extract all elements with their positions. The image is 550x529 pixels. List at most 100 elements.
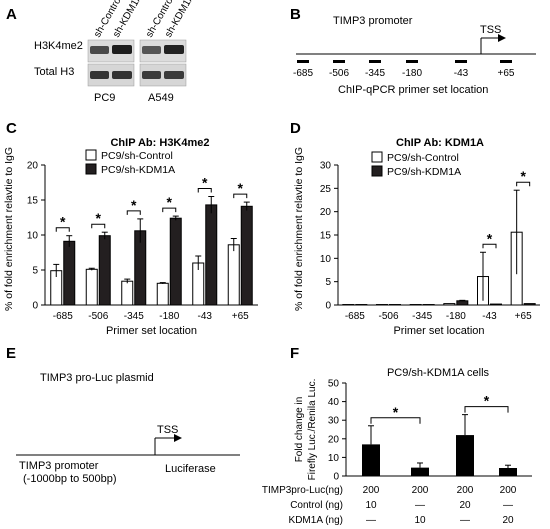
primer-marker (500, 60, 512, 63)
panel-e-plasmid-map: E TIMP3 pro-Luc plasmid TSS TIMP3 promot… (6, 345, 240, 485)
blot-band (164, 71, 184, 79)
bar-sh-control (227, 244, 240, 306)
primer-position-label: -180 (402, 68, 422, 79)
condition-cell: 10 (414, 515, 426, 526)
condition-cell: — (460, 515, 470, 526)
bar-sh-kdm1a (240, 205, 253, 306)
legend-label: PC9/sh-Control (101, 150, 173, 162)
blot-image-a549-total-h3 (139, 63, 187, 87)
legend-swatch (85, 149, 97, 161)
bar-luciferase (362, 444, 380, 476)
condition-cell: — (503, 500, 513, 511)
significance-bracket (55, 227, 70, 232)
chart-f: PC9/sh-KDM1A cells 0 10 20 30 40 50 Fold change… (294, 367, 532, 483)
x-axis-label: Primer set location (393, 325, 484, 337)
significance-star: * (131, 197, 137, 213)
significance-star: * (202, 175, 208, 191)
primer-marker (455, 60, 467, 63)
bar-sh-kdm1a (63, 240, 76, 306)
y-tick-label: 15 (27, 196, 39, 207)
x-tick-label: -43 (198, 311, 213, 322)
promoter-title: TIMP3 promoter (333, 15, 413, 27)
legend-swatch (85, 163, 97, 175)
blot-band (90, 71, 109, 79)
condition-cell: 200 (457, 485, 474, 496)
condition-cell: 10 (365, 500, 377, 511)
panel-a-letter: A (6, 6, 17, 23)
blot-cell-line-a549: A549 (148, 92, 174, 104)
y-tick-label: 20 (320, 207, 332, 218)
y-tick-label: 15 (320, 231, 332, 242)
significance-star: * (167, 194, 173, 210)
significance-star: * (60, 214, 66, 230)
significance-bracket (197, 188, 212, 193)
chart-title: ChIP Ab: H3K4me2 (110, 137, 209, 149)
y-axis-label: Fold change in Firefly Luc./Renila Luc. (294, 379, 318, 481)
primer-position-label: -43 (454, 68, 469, 79)
blot-band (142, 46, 161, 54)
significance-star: * (487, 230, 493, 246)
x-tick-label: -43 (482, 311, 497, 322)
y-tick-label: 30 (320, 161, 332, 172)
plasmid-tss-arrow-icon (174, 434, 182, 442)
significance-bracket (516, 181, 531, 187)
y-tick-label: 50 (328, 379, 340, 390)
blot-band (164, 45, 184, 54)
blot-cell-line-pc9: PC9 (94, 92, 116, 104)
condition-cell: 200 (412, 485, 429, 496)
chart-d: ChIP Ab: KDM1A 0 5 10 15 20 25 30 % of fold enri… (293, 137, 540, 337)
y-tick-label: 0 (333, 472, 339, 483)
y-tick-label: 20 (328, 434, 340, 445)
primer-marker (333, 60, 345, 63)
blot-band (112, 71, 132, 79)
blot-row-label-h3k4me2: H3K4me2 (34, 40, 83, 52)
y-axis-label: % of fold enrichment relavtie to IgG (293, 147, 305, 311)
blot-row-label-total-h3: Total H3 (34, 66, 75, 78)
primer-position-label: -506 (329, 68, 349, 79)
significance-star: * (393, 404, 399, 420)
bar-sh-control (156, 282, 169, 306)
panel-f-letter: F (290, 345, 299, 362)
x-tick-label: -685 (345, 311, 365, 322)
condition-row-label: TIMP3pro-Luc(ng) (262, 485, 343, 496)
significance-bracket (126, 210, 141, 215)
y-tick-label: 5 (32, 266, 38, 277)
legend-label: PC9/sh-KDM1A (387, 166, 461, 178)
chart-c: ChIP Ab: H3K4me2 0 5 10 15 20 % of fold enrich… (3, 137, 258, 337)
panel-d-letter: D (290, 120, 301, 137)
y-tick-label: 20 (27, 161, 39, 172)
significance-bracket (482, 243, 497, 249)
significance-bracket (464, 406, 509, 413)
primer-position-label: -685 (293, 68, 313, 79)
condition-cell: 20 (459, 500, 471, 511)
panel-a-blot: sh-Control sh-KDM1A sh-Control sh-KDM1A (87, 0, 197, 87)
primer-position-label: -345 (365, 68, 385, 79)
bar-luciferase (411, 467, 429, 476)
y-tick-label: 10 (27, 231, 39, 242)
y-tick-label: 40 (328, 397, 340, 408)
x-tick-label: -180 (159, 311, 179, 322)
significance-bracket (233, 193, 248, 199)
y-axis-label: % of fold enrichment relavtie to IgG (3, 147, 15, 311)
blot-band (90, 46, 109, 54)
legend-label: PC9/sh-KDM1A (101, 164, 175, 176)
condition-row-label: KDM1A (ng) (289, 515, 343, 526)
tss-arrow-head-icon (498, 34, 506, 42)
promoter-label: TIMP3 promoter (19, 460, 99, 472)
y-tick-label: 25 (320, 184, 332, 195)
y-tick-label: 0 (325, 301, 331, 312)
promoter-range: (-1000bp to 500bp) (23, 473, 117, 485)
significance-star: * (238, 180, 244, 196)
significance-star: * (96, 210, 102, 226)
bar-sh-control (121, 280, 134, 306)
x-tick-label: -345 (124, 311, 144, 322)
primer-caption: ChIP-qPCR primer set location (338, 84, 488, 96)
chart-title: PC9/sh-KDM1A cells (387, 367, 490, 379)
primer-position-label: +65 (498, 68, 515, 79)
y-tick-label: 0 (32, 301, 38, 312)
x-tick-label: +65 (232, 311, 249, 322)
x-tick-label: -506 (88, 311, 108, 322)
bar-luciferase (456, 435, 474, 476)
x-tick-label: -685 (53, 311, 73, 322)
